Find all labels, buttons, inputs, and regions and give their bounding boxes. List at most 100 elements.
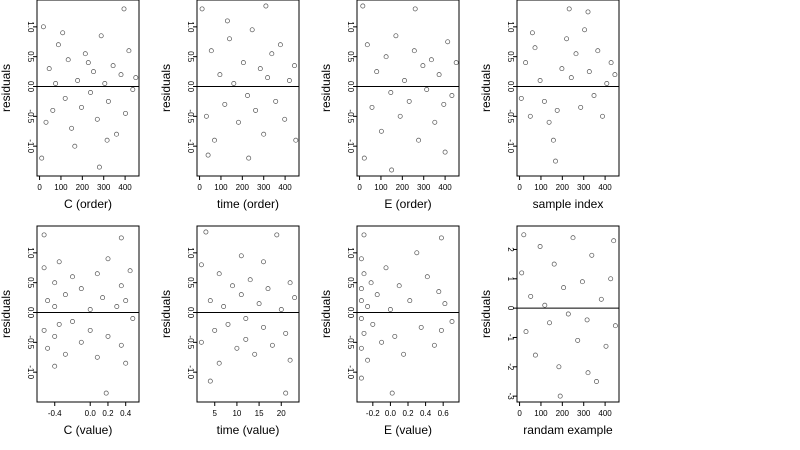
y-tick-label: -1.0: [506, 139, 515, 153]
x-tick-label: 10: [232, 409, 241, 418]
data-point: [118, 283, 124, 289]
plot-frame: [36, 0, 140, 177]
x-axis-label: E (value): [384, 423, 432, 437]
data-point: [529, 30, 535, 36]
data-point: [203, 113, 209, 119]
data-point: [265, 75, 271, 81]
data-point: [198, 262, 204, 268]
data-point: [600, 113, 605, 119]
y-tick-label: 0.0: [506, 81, 515, 93]
data-point: [585, 370, 591, 376]
data-point: [368, 280, 374, 286]
x-tick-label: 400: [598, 183, 612, 192]
data-point: [585, 9, 591, 15]
data-point: [205, 152, 211, 158]
data-point: [608, 60, 614, 66]
data-point: [217, 72, 223, 78]
panel-3: 0 100 200 300 400 -1.0 -0.5 0.0 0.5 1.0 E (order) r…: [319, 0, 460, 211]
x-tick-label: 300: [97, 183, 111, 192]
y-axis-label: residuals: [0, 290, 13, 338]
data-point: [557, 393, 563, 399]
x-tick-label: 0: [517, 183, 522, 192]
data-point: [393, 33, 399, 39]
data-point: [361, 155, 367, 161]
data-point: [240, 60, 246, 66]
y-tick-label: -1.0: [346, 139, 355, 153]
data-point: [374, 292, 380, 298]
x-tick-label: 100: [534, 183, 548, 192]
data-point: [212, 327, 218, 333]
data-point: [212, 137, 217, 143]
y-tick-label: 1: [506, 277, 515, 282]
data-point: [46, 66, 52, 72]
data-point: [123, 360, 129, 366]
data-point: [449, 319, 455, 324]
data-point: [70, 274, 75, 280]
data-point: [537, 78, 543, 83]
data-point: [75, 78, 81, 83]
data-point: [553, 158, 558, 164]
x-tick-label: 0.2: [102, 409, 114, 418]
data-point: [114, 131, 119, 137]
data-point: [41, 232, 47, 238]
panel-7: -0.2 0.0 0.2 0.4 0.6 -1.0 -0.5 0.0 0.5 1.0 E (valu…: [319, 225, 460, 437]
data-point: [358, 345, 364, 351]
y-tick-label: -1: [506, 334, 515, 342]
x-tick-label: 200: [236, 183, 250, 192]
data-point: [199, 6, 205, 12]
data-point: [292, 63, 297, 69]
y-tick-label: 1.0: [346, 247, 355, 259]
data-point: [45, 298, 51, 304]
data-point: [277, 42, 283, 48]
data-point: [72, 143, 78, 149]
data-point: [361, 271, 367, 277]
data-point: [52, 304, 58, 309]
y-tick-label: 0.5: [186, 51, 195, 63]
data-point: [105, 256, 111, 262]
data-point: [387, 307, 393, 312]
data-point: [123, 298, 129, 304]
x-tick-label: 400: [438, 183, 452, 192]
y-axis-label: residuals: [319, 290, 333, 338]
data-point: [528, 293, 534, 299]
data-point: [287, 357, 293, 363]
data-point: [547, 320, 552, 326]
x-tick-label: 0: [197, 183, 202, 192]
data-point: [292, 295, 298, 301]
y-tick-label: -1.0: [186, 139, 195, 153]
data-point: [247, 277, 253, 283]
x-tick-label: 100: [374, 183, 388, 192]
data-point: [287, 280, 293, 286]
data-point: [98, 33, 104, 39]
data-point: [269, 51, 275, 57]
data-point: [436, 289, 442, 295]
data-point: [236, 119, 241, 125]
panel-5: -0.4 0.0 0.2 0.4 -1.0 -0.5 0.0 0.5 1.0 C (value) r…: [0, 225, 140, 437]
y-tick-label: 0.0: [26, 307, 35, 319]
data-point: [222, 101, 228, 107]
data-point: [100, 295, 106, 301]
data-point: [252, 351, 258, 357]
x-tick-label: 100: [534, 409, 548, 418]
data-point: [441, 101, 447, 107]
data-point: [245, 93, 250, 98]
data-point: [388, 90, 394, 95]
data-point: [416, 137, 422, 143]
x-tick-label: 300: [257, 183, 271, 192]
data-point: [52, 333, 58, 339]
y-tick-label: -0.5: [186, 335, 195, 349]
data-point: [45, 345, 51, 351]
data-point: [246, 155, 252, 161]
y-axis-label: residuals: [159, 64, 173, 112]
data-point: [364, 42, 370, 48]
data-point: [43, 119, 49, 125]
data-point: [453, 60, 459, 66]
y-tick-label: 0.0: [186, 307, 195, 319]
data-point: [546, 119, 552, 125]
data-point: [420, 63, 426, 69]
data-point: [556, 364, 562, 370]
data-point: [121, 6, 127, 12]
data-point: [542, 302, 548, 308]
y-tick-label: -0.5: [346, 335, 355, 349]
data-point: [554, 107, 560, 113]
